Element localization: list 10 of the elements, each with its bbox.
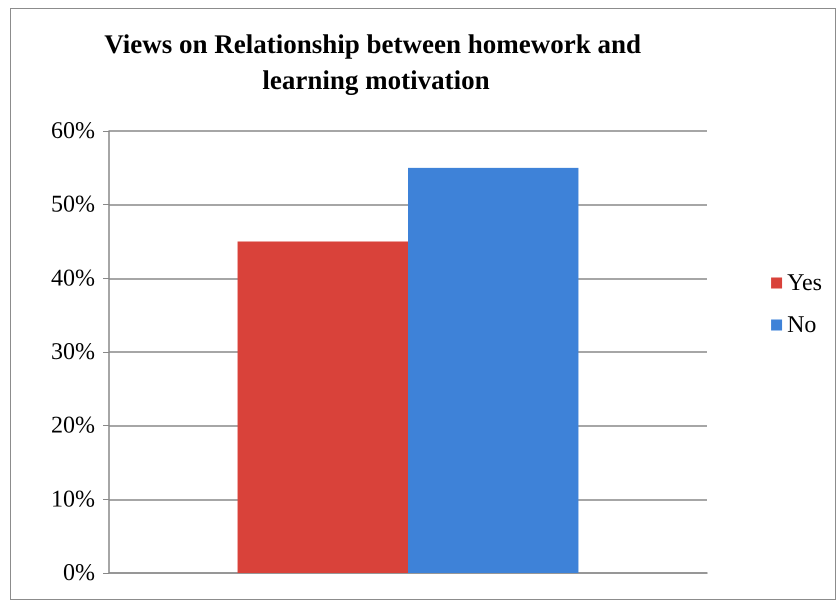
y-tick-label: 40% (51, 265, 95, 292)
legend-label: No (787, 312, 816, 338)
legend-label: Yes (787, 270, 822, 296)
chart-title: Views on Relationship between homework and learning motivation (104, 29, 648, 95)
y-tick-label: 0% (63, 560, 95, 586)
y-tick-label: 10% (51, 486, 95, 512)
y-tick-label: 30% (51, 339, 95, 365)
y-tick-label: 20% (51, 412, 95, 439)
y-tick-label: 50% (51, 192, 95, 218)
y-tick-label: 60% (51, 118, 95, 144)
